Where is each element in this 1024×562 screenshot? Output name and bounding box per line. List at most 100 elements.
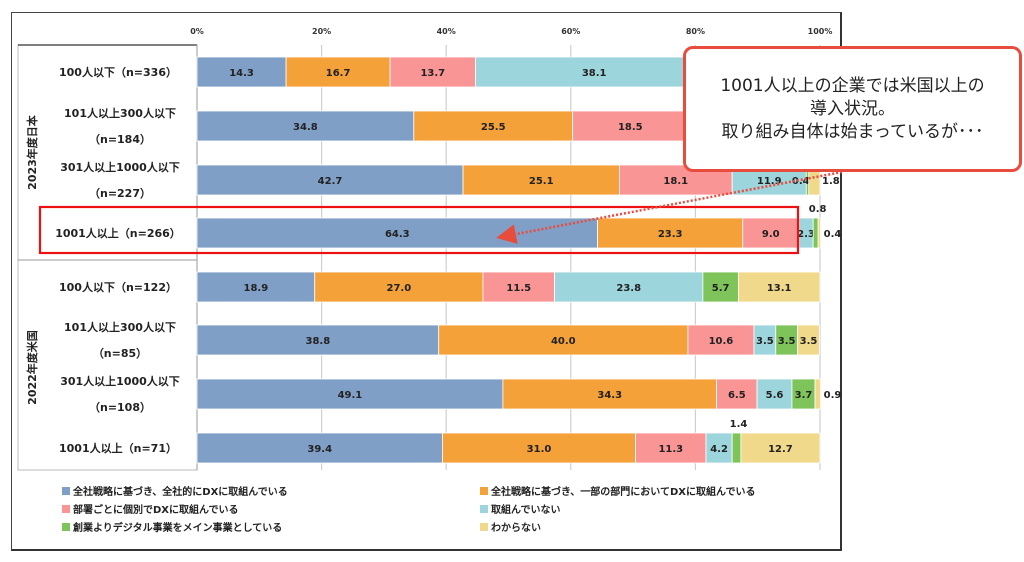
bar-segment [742,217,800,249]
row-label: 1001人以上（n=71） [59,441,177,455]
data-label: 3.5 [778,336,796,347]
data-label: 6.5 [728,390,746,401]
data-label: 16.7 [326,68,351,79]
legend-label: 全社戦略に基づき、全社的にDXに取組んでいる [72,485,288,498]
callout-box: 1001人以上の企業では米国以上の 導入状況。 取り組み自体は始まっているが･･… [683,46,1022,172]
data-label: 1.4 [730,419,748,430]
data-label: 42.7 [318,176,343,187]
data-label: 34.8 [293,122,318,133]
bar-segment [389,56,476,88]
data-label: 12.7 [768,444,793,455]
legend-swatch [480,487,488,495]
legend-label: わからない [491,522,541,534]
data-label: 0.4 [824,229,842,240]
bar-segment [554,271,704,303]
row-label: （n=108） [89,401,151,414]
bar-segment [597,217,744,249]
data-label: 3.5 [800,336,818,347]
data-label: 49.1 [338,390,363,401]
data-label: 10.6 [709,336,734,347]
data-label: 25.1 [529,176,554,187]
data-label: 23.3 [658,229,683,240]
bar-segment [196,432,443,464]
x-tick-label: 20% [312,27,331,36]
legend-swatch [480,523,488,531]
data-label: 64.3 [385,229,410,240]
data-label: 11.9 [757,176,782,187]
bar-segment [797,324,820,356]
bar-segment [716,378,758,410]
legend-label: 創業よりデジタル事業をメイン事業としている [72,521,282,534]
bar-segment [687,324,755,356]
bar-segment [502,378,717,410]
group-label-1: 2023年度日本 [25,115,39,190]
data-label: 14.3 [229,68,254,79]
bar-segment [462,164,620,196]
x-tick-label: 100% [808,27,833,36]
data-label: 13.1 [767,283,792,294]
data-label: 1.8 [822,176,840,187]
data-label: 0.8 [809,204,827,215]
bar-segment [756,378,793,410]
bar-segment [196,217,598,249]
label-panel [17,44,198,471]
legend-swatch [62,487,70,495]
data-label: 3.7 [795,390,813,401]
bar-segment [285,56,391,88]
bar-segment [812,217,819,249]
callout-line-3: 取り組み自体は始まっているが･･･ [721,122,984,142]
bar-segment [196,324,440,356]
legend-swatch [62,523,70,531]
row-label: 101人以上300人以下 [64,320,176,334]
x-tick-label: 40% [437,27,456,36]
row-label: 100人以下（n=336） [59,65,177,79]
bar-segment [740,432,821,464]
data-label: 0.9 [824,390,842,401]
bar-segment [475,56,714,88]
row-label: （n=184） [89,133,151,146]
bar-segment [196,164,464,196]
data-label: 23.8 [616,283,641,294]
bar-segment [737,271,821,303]
legend-label: 部署ごとに個別でDXに取組んでいる [73,503,239,516]
bar-segment [814,378,822,410]
data-label: 18.1 [663,176,688,187]
data-label: 34.3 [597,390,622,401]
bar-segment [731,432,742,464]
data-label: 5.7 [712,283,730,294]
legend-label: 全社戦略に基づき、一部の部門においてDXに取組んでいる [490,485,756,498]
row-label: 100人以下（n=122） [59,280,177,294]
data-label: 0.4 [792,176,810,187]
highlight-box [38,205,800,255]
data-label: 31.0 [527,444,552,455]
bar-segment [413,110,574,142]
bar-segment [196,56,287,88]
bar-segment [635,432,707,464]
callout-line-2: 導入状況。 [810,99,895,119]
bar-segment [817,217,822,249]
row-label: （n=227） [89,187,151,200]
legend-label: 取組んでいない [491,503,561,516]
data-label: 11.3 [658,444,683,455]
legend-swatch [62,505,70,513]
row-label: 301人以上1000人以下 [60,374,180,388]
x-tick-label: 80% [686,27,705,36]
data-label: 9.0 [762,229,780,240]
data-label: 38.8 [306,336,331,347]
data-label: 38.1 [582,68,607,79]
data-label: 27.0 [387,283,412,294]
row-label: 1001人以上（n=266） [55,226,181,240]
data-label: 13.7 [420,68,445,79]
bar-segment [442,432,636,464]
group-label-2: 2022年度米国 [25,330,39,405]
data-label: 3.5 [756,336,774,347]
bar-segment [438,324,689,356]
data-label: 39.4 [307,444,332,455]
data-label: 4.2 [710,444,728,455]
data-label: 18.9 [244,283,269,294]
bar-segment [572,110,689,142]
data-label: 25.5 [481,122,506,133]
legend-swatch [480,505,488,513]
data-label: 11.5 [506,283,531,294]
